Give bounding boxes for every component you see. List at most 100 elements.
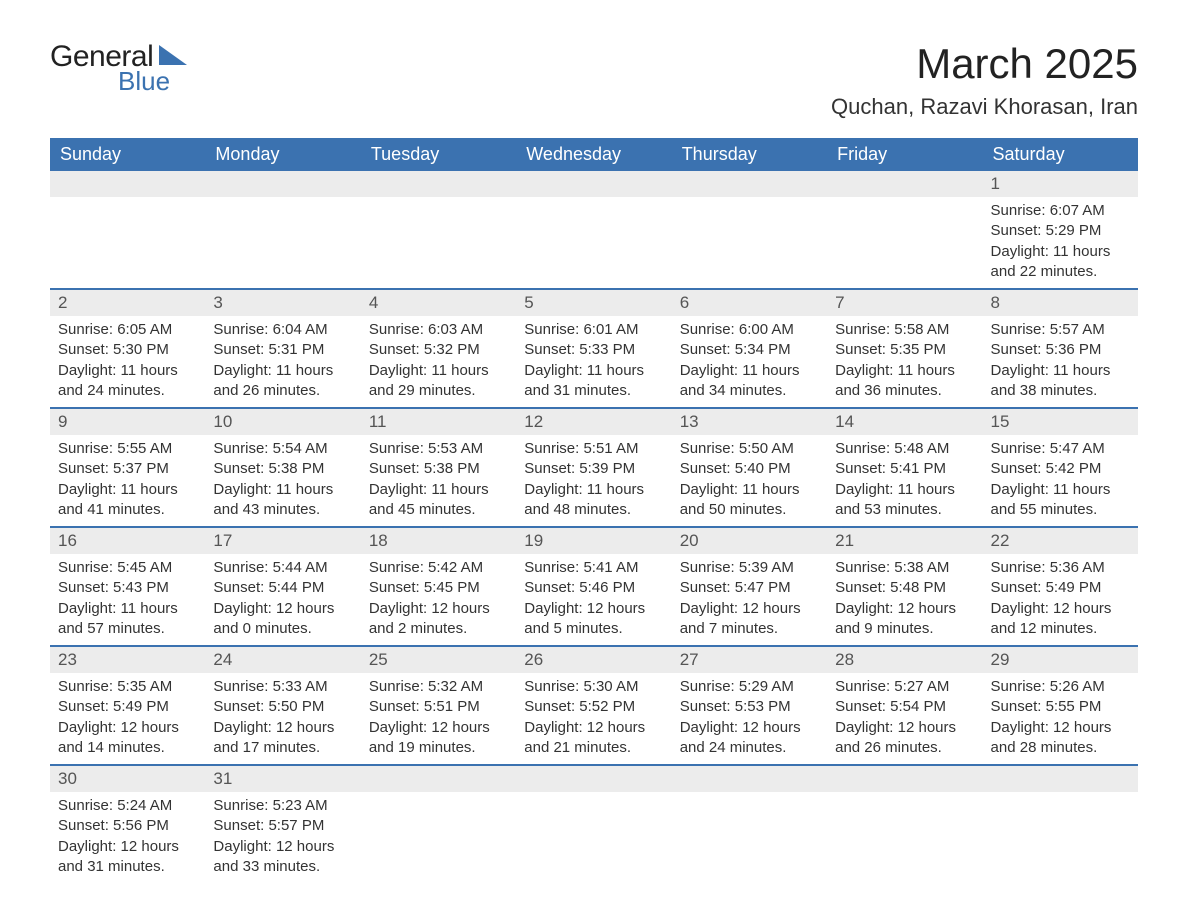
sunrise-line: Sunrise: 5:27 AM: [835, 677, 974, 697]
daylight-line: and 24 minutes.: [680, 738, 819, 758]
sunset-line: Sunset: 5:45 PM: [369, 578, 508, 598]
weekday-header: Tuesday: [361, 138, 516, 171]
calendar-week-row: 23Sunrise: 5:35 AMSunset: 5:49 PMDayligh…: [50, 646, 1138, 765]
calendar-cell: 11Sunrise: 5:53 AMSunset: 5:38 PMDayligh…: [361, 408, 516, 527]
sunset-line: Sunset: 5:55 PM: [991, 697, 1130, 717]
daylight-line: Daylight: 11 hours: [835, 480, 974, 500]
brand-triangle-icon: [159, 45, 187, 65]
calendar-cell: 12Sunrise: 5:51 AMSunset: 5:39 PMDayligh…: [516, 408, 671, 527]
sunrise-line: Sunrise: 5:29 AM: [680, 677, 819, 697]
calendar-table: Sunday Monday Tuesday Wednesday Thursday…: [50, 138, 1138, 883]
day-number: 21: [827, 528, 982, 554]
calendar-cell: [672, 171, 827, 289]
sunrise-line: Sunrise: 5:33 AM: [213, 677, 352, 697]
daylight-line: and 31 minutes.: [58, 857, 197, 877]
daylight-line: Daylight: 12 hours: [680, 718, 819, 738]
day-details: Sunrise: 5:42 AMSunset: 5:45 PMDaylight:…: [361, 554, 516, 645]
daylight-line: and 53 minutes.: [835, 500, 974, 520]
daylight-line: Daylight: 12 hours: [369, 718, 508, 738]
day-details: Sunrise: 6:01 AMSunset: 5:33 PMDaylight:…: [516, 316, 671, 407]
calendar-week-row: 1Sunrise: 6:07 AMSunset: 5:29 PMDaylight…: [50, 171, 1138, 289]
daylight-line: Daylight: 12 hours: [991, 599, 1130, 619]
location-subtitle: Quchan, Razavi Khorasan, Iran: [831, 94, 1138, 120]
day-number: [361, 171, 516, 197]
calendar-cell: [827, 171, 982, 289]
day-number: 16: [50, 528, 205, 554]
daylight-line: Daylight: 11 hours: [213, 361, 352, 381]
calendar-cell: 4Sunrise: 6:03 AMSunset: 5:32 PMDaylight…: [361, 289, 516, 408]
daylight-line: Daylight: 12 hours: [213, 718, 352, 738]
day-number: 5: [516, 290, 671, 316]
day-details: Sunrise: 5:47 AMSunset: 5:42 PMDaylight:…: [983, 435, 1138, 526]
daylight-line: and 57 minutes.: [58, 619, 197, 639]
daylight-line: and 9 minutes.: [835, 619, 974, 639]
daylight-line: and 12 minutes.: [991, 619, 1130, 639]
calendar-header-row: Sunday Monday Tuesday Wednesday Thursday…: [50, 138, 1138, 171]
sunset-line: Sunset: 5:30 PM: [58, 340, 197, 360]
day-number: 13: [672, 409, 827, 435]
daylight-line: Daylight: 12 hours: [991, 718, 1130, 738]
sunrise-line: Sunrise: 5:51 AM: [524, 439, 663, 459]
day-number: 28: [827, 647, 982, 673]
calendar-week-row: 2Sunrise: 6:05 AMSunset: 5:30 PMDaylight…: [50, 289, 1138, 408]
sunrise-line: Sunrise: 5:41 AM: [524, 558, 663, 578]
day-details: Sunrise: 6:03 AMSunset: 5:32 PMDaylight:…: [361, 316, 516, 407]
sunrise-line: Sunrise: 5:35 AM: [58, 677, 197, 697]
sunset-line: Sunset: 5:32 PM: [369, 340, 508, 360]
sunrise-line: Sunrise: 5:53 AM: [369, 439, 508, 459]
title-block: March 2025 Quchan, Razavi Khorasan, Iran: [831, 40, 1138, 120]
daylight-line: Daylight: 12 hours: [213, 599, 352, 619]
calendar-cell: 9Sunrise: 5:55 AMSunset: 5:37 PMDaylight…: [50, 408, 205, 527]
daylight-line: Daylight: 12 hours: [58, 718, 197, 738]
sunset-line: Sunset: 5:42 PM: [991, 459, 1130, 479]
daylight-line: and 55 minutes.: [991, 500, 1130, 520]
sunrise-line: Sunrise: 5:50 AM: [680, 439, 819, 459]
daylight-line: and 5 minutes.: [524, 619, 663, 639]
day-number: [983, 766, 1138, 792]
day-details: Sunrise: 5:55 AMSunset: 5:37 PMDaylight:…: [50, 435, 205, 526]
calendar-cell: 2Sunrise: 6:05 AMSunset: 5:30 PMDaylight…: [50, 289, 205, 408]
weekday-header: Friday: [827, 138, 982, 171]
daylight-line: Daylight: 11 hours: [991, 242, 1130, 262]
day-details: Sunrise: 5:57 AMSunset: 5:36 PMDaylight:…: [983, 316, 1138, 407]
daylight-line: and 2 minutes.: [369, 619, 508, 639]
calendar-cell: 10Sunrise: 5:54 AMSunset: 5:38 PMDayligh…: [205, 408, 360, 527]
calendar-cell: 21Sunrise: 5:38 AMSunset: 5:48 PMDayligh…: [827, 527, 982, 646]
calendar-cell: 3Sunrise: 6:04 AMSunset: 5:31 PMDaylight…: [205, 289, 360, 408]
sunset-line: Sunset: 5:52 PM: [524, 697, 663, 717]
calendar-cell: 23Sunrise: 5:35 AMSunset: 5:49 PMDayligh…: [50, 646, 205, 765]
day-details: Sunrise: 6:04 AMSunset: 5:31 PMDaylight:…: [205, 316, 360, 407]
sunset-line: Sunset: 5:31 PM: [213, 340, 352, 360]
day-number: 27: [672, 647, 827, 673]
daylight-line: and 36 minutes.: [835, 381, 974, 401]
header-bar: General Blue March 2025 Quchan, Razavi K…: [50, 40, 1138, 120]
brand-logo: General Blue: [50, 40, 187, 97]
sunrise-line: Sunrise: 6:01 AM: [524, 320, 663, 340]
calendar-cell: 20Sunrise: 5:39 AMSunset: 5:47 PMDayligh…: [672, 527, 827, 646]
sunset-line: Sunset: 5:34 PM: [680, 340, 819, 360]
day-number: 2: [50, 290, 205, 316]
day-details: [827, 792, 982, 880]
calendar-cell: 31Sunrise: 5:23 AMSunset: 5:57 PMDayligh…: [205, 765, 360, 883]
daylight-line: Daylight: 12 hours: [835, 599, 974, 619]
sunrise-line: Sunrise: 5:39 AM: [680, 558, 819, 578]
daylight-line: and 45 minutes.: [369, 500, 508, 520]
day-details: Sunrise: 5:29 AMSunset: 5:53 PMDaylight:…: [672, 673, 827, 764]
day-details: Sunrise: 5:53 AMSunset: 5:38 PMDaylight:…: [361, 435, 516, 526]
sunset-line: Sunset: 5:35 PM: [835, 340, 974, 360]
calendar-cell: 5Sunrise: 6:01 AMSunset: 5:33 PMDaylight…: [516, 289, 671, 408]
sunrise-line: Sunrise: 5:42 AM: [369, 558, 508, 578]
daylight-line: and 17 minutes.: [213, 738, 352, 758]
sunset-line: Sunset: 5:49 PM: [991, 578, 1130, 598]
day-details: Sunrise: 5:51 AMSunset: 5:39 PMDaylight:…: [516, 435, 671, 526]
day-number: [827, 766, 982, 792]
daylight-line: and 48 minutes.: [524, 500, 663, 520]
daylight-line: Daylight: 11 hours: [680, 361, 819, 381]
day-details: [827, 197, 982, 285]
sunset-line: Sunset: 5:43 PM: [58, 578, 197, 598]
day-number: 1: [983, 171, 1138, 197]
day-number: 8: [983, 290, 1138, 316]
day-number: 23: [50, 647, 205, 673]
calendar-cell: 14Sunrise: 5:48 AMSunset: 5:41 PMDayligh…: [827, 408, 982, 527]
day-number: [516, 171, 671, 197]
